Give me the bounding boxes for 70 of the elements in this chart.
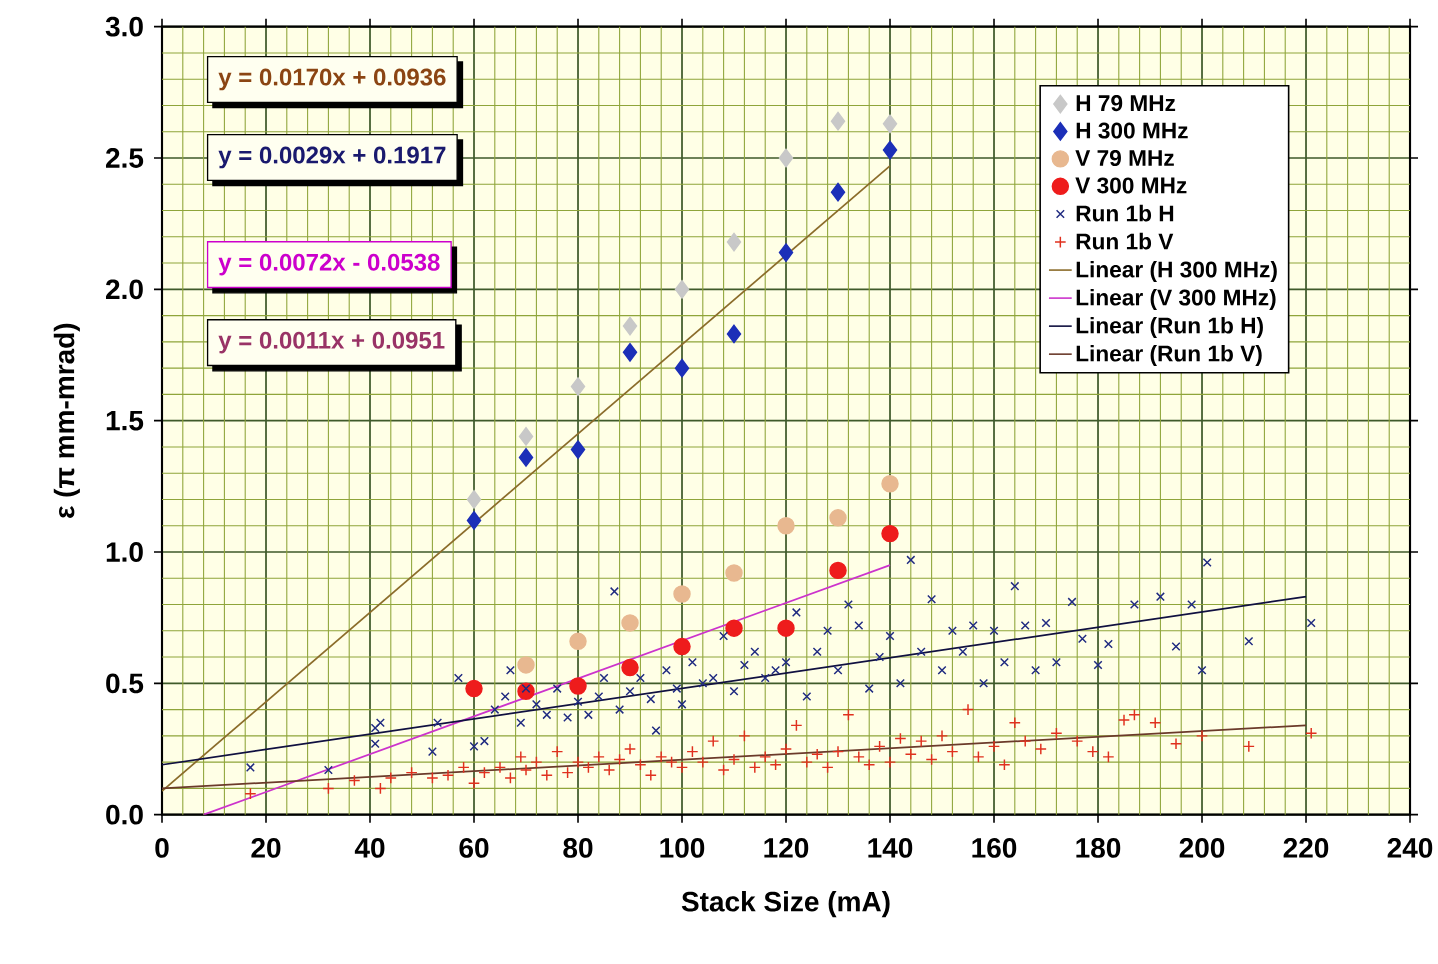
point bbox=[673, 585, 691, 603]
point bbox=[622, 342, 638, 362]
point bbox=[830, 182, 846, 202]
annotation: y = 0.0011x + 0.0951 bbox=[218, 331, 445, 354]
point bbox=[726, 324, 742, 344]
y-axis-title: ε (π mm-mrad) bbox=[53, 323, 80, 518]
x-axis-title: Stack Size (mA) bbox=[681, 891, 890, 918]
point bbox=[829, 509, 847, 527]
y-tick-label: 2.0 bbox=[105, 279, 143, 300]
x-tick-label: 0 bbox=[155, 838, 169, 858]
point bbox=[673, 637, 691, 656]
point bbox=[882, 140, 898, 160]
point bbox=[621, 658, 639, 677]
point bbox=[466, 490, 482, 509]
y-tick-label: 2.5 bbox=[105, 148, 144, 168]
point bbox=[569, 632, 587, 651]
legend-label: Run 1b H bbox=[1076, 204, 1174, 222]
point bbox=[466, 511, 482, 530]
point bbox=[725, 619, 743, 637]
point bbox=[674, 279, 690, 299]
legend-label: H 300 MHz bbox=[1076, 122, 1188, 139]
x-tick-label: 20 bbox=[251, 838, 281, 858]
point bbox=[882, 114, 898, 134]
x-tick-label: 100 bbox=[660, 838, 705, 858]
point bbox=[569, 677, 587, 695]
point bbox=[518, 427, 534, 446]
legend-label: V 300 MHz bbox=[1075, 177, 1187, 194]
y-tick-label: 0.0 bbox=[106, 804, 143, 825]
point bbox=[725, 564, 743, 582]
legend-label: Linear (V 300 MHz) bbox=[1076, 288, 1276, 311]
point bbox=[674, 358, 690, 378]
x-tick-label: 40 bbox=[354, 838, 385, 858]
legend-label: Run 1b V bbox=[1076, 232, 1174, 250]
legend-label: Linear (Run 1b H) bbox=[1076, 316, 1263, 339]
point bbox=[570, 377, 586, 396]
y-tick-label: 3.0 bbox=[105, 16, 143, 37]
legend-label: Linear (H 300 MHz) bbox=[1076, 260, 1277, 282]
x-tick-label: 160 bbox=[972, 838, 1017, 858]
x-tick-label: 180 bbox=[1076, 838, 1121, 858]
point bbox=[726, 232, 742, 252]
point bbox=[570, 440, 586, 459]
x-tick-label: 60 bbox=[459, 838, 489, 858]
x-tick-label: 120 bbox=[764, 838, 809, 858]
point bbox=[778, 148, 794, 168]
point bbox=[830, 111, 846, 131]
x-tick-label: 240 bbox=[1387, 838, 1433, 858]
y-tick-label: 1.5 bbox=[106, 410, 144, 431]
x-tick-label: 140 bbox=[868, 838, 913, 858]
y-tick-label: 0.5 bbox=[106, 673, 144, 694]
point bbox=[881, 474, 899, 493]
point bbox=[777, 516, 795, 535]
legend-label: V 79 MHz bbox=[1075, 149, 1174, 167]
annotation: y = 0.0170x + 0.0936 bbox=[218, 68, 446, 91]
point bbox=[518, 448, 534, 467]
legend-label: Linear (Run 1b V) bbox=[1076, 344, 1262, 367]
x-tick-label: 220 bbox=[1283, 838, 1329, 858]
point bbox=[881, 524, 899, 543]
annotation: y = 0.0072x - 0.0538 bbox=[218, 253, 440, 276]
point bbox=[517, 656, 535, 674]
point bbox=[621, 614, 639, 632]
point bbox=[622, 316, 638, 336]
annotation: y = 0.0029x + 0.1917 bbox=[218, 146, 446, 169]
point bbox=[778, 243, 794, 262]
legend-label: H 79 MHz bbox=[1076, 95, 1176, 112]
point bbox=[465, 679, 483, 698]
x-tick-label: 200 bbox=[1179, 838, 1225, 858]
point bbox=[829, 561, 847, 580]
x-tick-label: 80 bbox=[563, 838, 593, 858]
point bbox=[777, 619, 795, 637]
y-tick-label: 1.0 bbox=[106, 542, 143, 562]
